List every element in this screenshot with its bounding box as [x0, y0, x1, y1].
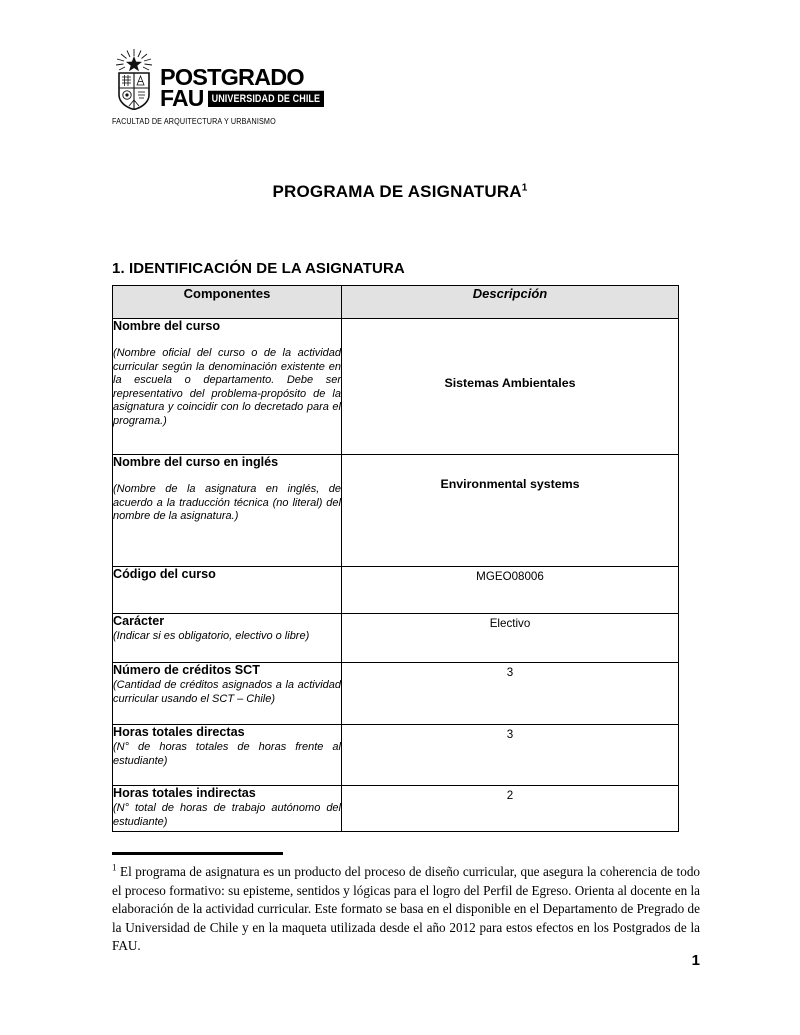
logo-faculty-text: FACULTAD DE ARQUITECTURA Y URBANISMO — [112, 116, 276, 127]
page-title-text: PROGRAMA DE ASIGNATURA — [272, 182, 522, 202]
table-row-caracter: Carácter (Indicar si es obligatorio, ele… — [112, 613, 679, 663]
component-title: Horas totales directas — [113, 725, 245, 739]
logo-row: POSTGRADO FAU UNIVERSIDAD DE CHILE — [112, 48, 352, 111]
description-cell: 3 — [341, 662, 679, 725]
logo-wordmark: POSTGRADO FAU UNIVERSIDAD DE CHILE — [160, 64, 325, 111]
component-note: (Cantidad de créditos asignados a la act… — [113, 679, 341, 705]
description-cell: Sistemas Ambientales — [341, 318, 679, 455]
description-cell: 3 — [341, 724, 679, 786]
table-row-nombre-del-curso-en-ingles: Nombre del curso en inglés (Nombre de la… — [112, 454, 679, 567]
component-title: Carácter — [113, 614, 165, 628]
component-cell: Horas totales directas (N° de horas tota… — [112, 724, 342, 786]
table-header-row: Componentes Descripción — [112, 285, 679, 319]
component-cell: Carácter (Indicar si es obligatorio, ele… — [112, 613, 342, 663]
component-note: (Nombre oficial del curso o de la activi… — [113, 347, 341, 427]
component-note: (N° de horas totales de horas frente al … — [113, 741, 341, 767]
component-cell: Código del curso — [112, 566, 342, 614]
column-header-components: Componentes — [112, 285, 342, 319]
description-cell: Electivo — [341, 613, 679, 663]
component-note: (Nombre de la asignatura en inglés, de a… — [113, 483, 341, 523]
column-header-description: Descripción — [341, 285, 679, 319]
institution-logo: POSTGRADO FAU UNIVERSIDAD DE CHILE FACUL… — [112, 48, 352, 130]
description-cell: MGEO08006 — [341, 566, 679, 614]
table-row-horas-totales-directas: Horas totales directas (N° de horas tota… — [112, 724, 679, 786]
course-identification-table: Componentes Descripción Nombre del curso… — [112, 285, 679, 832]
component-note: (N° total de horas de trabajo autónomo d… — [113, 802, 341, 828]
description-cell: Environmental systems — [341, 454, 679, 567]
page-title-footnote-marker: 1 — [521, 182, 528, 194]
component-title: Horas totales indirectas — [113, 786, 256, 800]
component-cell: Horas totales indirectas (N° total de ho… — [112, 785, 342, 832]
component-cell: Número de créditos SCT (Cantidad de créd… — [112, 662, 342, 725]
footnote-text: El programa de asignatura es un producto… — [112, 864, 701, 954]
footnote-marker: 1 — [112, 862, 117, 873]
component-cell: Nombre del curso en inglés (Nombre de la… — [112, 454, 342, 567]
logo-fau-line: FAU UNIVERSIDAD DE CHILE — [160, 85, 325, 111]
table-row-codigo-del-curso: Código del curso MGEO08006 — [112, 566, 679, 614]
description-value: Sistemas Ambientales — [444, 376, 576, 390]
page-number: 1 — [691, 952, 700, 969]
component-title: Código del curso — [113, 567, 216, 581]
description-value: 3 — [506, 728, 514, 741]
component-title: Número de créditos SCT — [113, 663, 260, 677]
section-heading: 1. IDENTIFICACIÓN DE LA ASIGNATURA — [112, 260, 405, 278]
component-title: Nombre del curso — [113, 319, 221, 333]
table-row-horas-totales-indirectas: Horas totales indirectas (N° total de ho… — [112, 785, 679, 832]
description-value: Electivo — [489, 617, 531, 630]
description-value: Environmental systems — [440, 477, 580, 491]
description-value: 2 — [506, 789, 514, 802]
table-row-numero-de-creditos-sct: Número de créditos SCT (Cantidad de créd… — [112, 662, 679, 725]
page-title: PROGRAMA DE ASIGNATURA1 — [0, 182, 800, 202]
logo-fau-text: FAU — [160, 85, 204, 111]
description-cell: 2 — [341, 785, 679, 832]
university-crest-icon — [112, 48, 156, 111]
component-cell: Nombre del curso (Nombre oficial del cur… — [112, 318, 342, 455]
component-note: (Indicar si es obligatorio, electivo o l… — [113, 630, 310, 642]
logo-postgrado-text: POSTGRADO — [160, 64, 305, 90]
logo-university-badge: UNIVERSIDAD DE CHILE — [207, 90, 325, 107]
table-row-nombre-del-curso: Nombre del curso (Nombre oficial del cur… — [112, 318, 679, 455]
footnote-separator — [112, 852, 283, 855]
footnote: 1 El programa de asignatura es un produc… — [112, 863, 700, 956]
description-value: 3 — [506, 666, 514, 679]
description-value: MGEO08006 — [476, 570, 544, 583]
component-title: Nombre del curso en inglés — [113, 455, 279, 469]
